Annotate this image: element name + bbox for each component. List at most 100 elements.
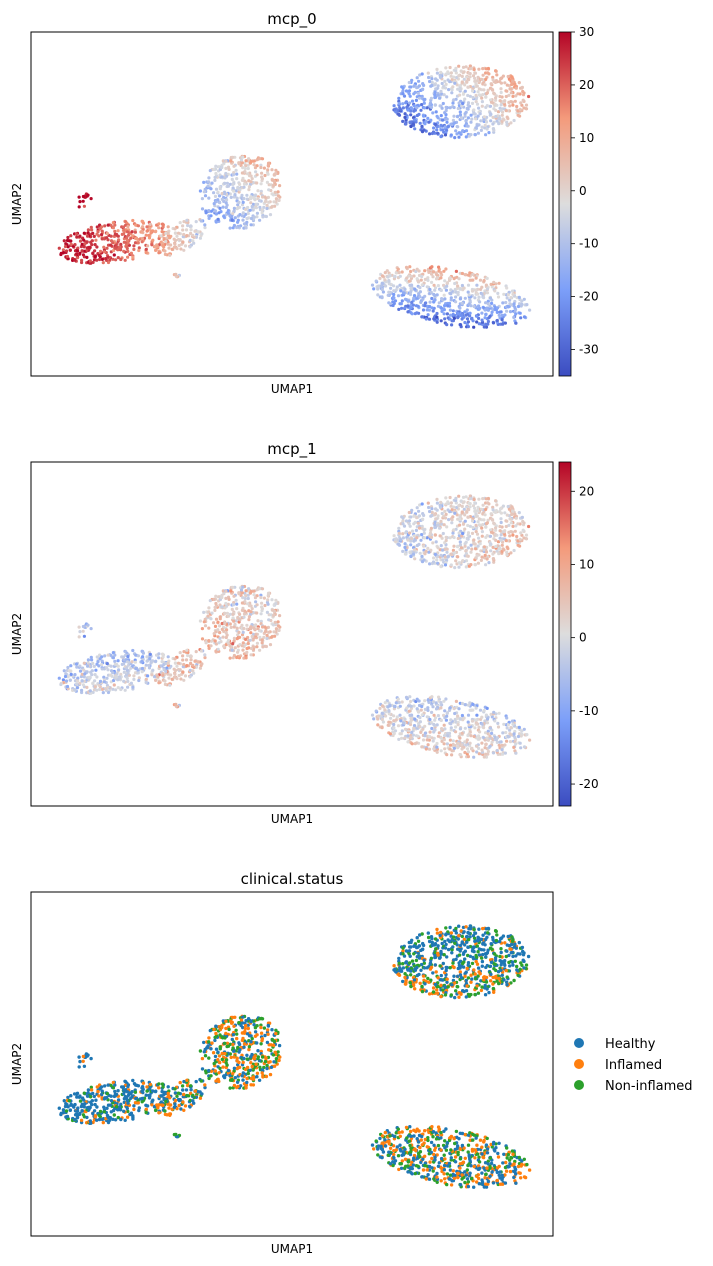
scatter-point (436, 523, 440, 527)
scatter-point (225, 198, 229, 202)
scatter-point (491, 751, 496, 755)
scatter-point (105, 662, 109, 666)
scatter-point (258, 157, 262, 161)
scatter-point (228, 1086, 232, 1090)
scatter-point (108, 243, 113, 247)
scatter-point (504, 539, 508, 543)
scatter-point (386, 293, 390, 297)
scatter-point (242, 222, 247, 226)
scatter-point (399, 289, 403, 293)
scatter-point (424, 549, 428, 554)
scatter-point (126, 241, 130, 245)
scatter-point (260, 211, 264, 215)
scatter-point (426, 698, 430, 702)
scatter-point (519, 746, 523, 750)
scatter-point (415, 536, 419, 540)
scatter-point (486, 501, 490, 505)
scatter-point (61, 248, 65, 252)
scatter-point (484, 322, 488, 326)
scatter-point (218, 206, 222, 210)
scatter-point (156, 675, 160, 679)
scatter-point (266, 163, 270, 167)
scatter-point (123, 258, 127, 262)
scatter-point (488, 534, 493, 538)
scatter-point (489, 549, 493, 553)
scatter-point (238, 205, 242, 209)
scatter-point (245, 1032, 250, 1036)
scatter-point (442, 269, 446, 273)
scatter-point (468, 311, 472, 315)
scatter-point (496, 291, 500, 295)
scatter-point (407, 522, 411, 526)
scatter-point (452, 544, 456, 548)
scatter-point (259, 163, 263, 167)
scatter-point (488, 726, 492, 730)
scatter-point (509, 551, 513, 555)
scatter-point (117, 238, 121, 242)
scatter-point (151, 668, 155, 672)
scatter-point (182, 650, 186, 654)
scatter-point (226, 211, 230, 215)
scatter-point (75, 665, 79, 669)
scatter-point (392, 284, 396, 288)
scatter-point (499, 108, 503, 112)
scatter-point (212, 202, 216, 206)
scatter-point (463, 513, 467, 517)
scatter-point (513, 749, 517, 753)
scatter-point (412, 296, 416, 300)
scatter-point (131, 1078, 135, 1083)
scatter-point (446, 508, 450, 512)
scatter-point (453, 551, 457, 555)
scatter-point (178, 651, 182, 655)
x-axis-label: UMAP1 (271, 812, 313, 826)
scatter-point (459, 323, 463, 327)
scatter-point (439, 565, 443, 569)
scatter-point (166, 655, 170, 659)
y-axis-label: UMAP2 (10, 613, 24, 655)
scatter-point (200, 627, 204, 631)
scatter-point (250, 1036, 254, 1041)
scatter-point (68, 248, 72, 252)
scatter-point (471, 708, 475, 712)
scatter-point (78, 1099, 83, 1103)
scatter-point (475, 84, 479, 88)
scatter-point (232, 1083, 237, 1088)
scatter-point (247, 1047, 251, 1052)
scatter-point (93, 249, 97, 253)
scatter-point (200, 662, 204, 666)
scatter-point (395, 285, 399, 289)
scatter-point (259, 595, 263, 600)
scatter-point (269, 205, 274, 209)
scatter-point (404, 265, 409, 269)
scatter-point (109, 234, 113, 238)
scatter-point (131, 685, 135, 689)
scatter-point (245, 172, 250, 176)
scatter-point (444, 512, 448, 517)
scatter-point (88, 689, 92, 693)
scatter-point (513, 729, 517, 734)
scatter-point (207, 1068, 211, 1073)
scatter-point (380, 711, 384, 715)
scatter-point (493, 719, 497, 723)
scatter-point (73, 243, 77, 247)
scatter-point (452, 316, 456, 320)
scatter-point (507, 720, 511, 724)
scatter-point (406, 740, 410, 744)
scatter-point (443, 317, 447, 321)
scatter-point (166, 242, 170, 246)
scatter-point (258, 1065, 262, 1070)
scatter-point (123, 688, 127, 692)
scatter-point (479, 119, 483, 123)
scatter-point (436, 131, 440, 135)
scatter-point (423, 552, 427, 556)
scatter-point (418, 286, 422, 290)
scatter-point (239, 1018, 244, 1022)
scatter-point (376, 284, 381, 288)
scatter-point (66, 665, 70, 670)
scatter-point (105, 676, 109, 680)
scatter-point (455, 286, 459, 290)
scatter-point (392, 104, 396, 108)
scatter-point (432, 556, 436, 560)
scatter-point (252, 1056, 256, 1060)
scatter-point (108, 673, 113, 677)
